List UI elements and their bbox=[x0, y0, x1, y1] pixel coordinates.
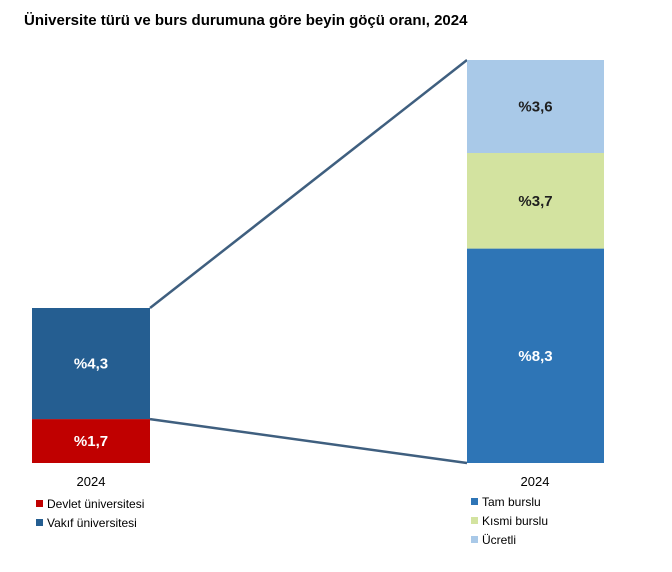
connector-bottom bbox=[149, 417, 468, 465]
left-legend: Devlet üniversitesi Vakıf üniversitesi bbox=[36, 497, 144, 530]
right-legend: Tam burslu Kısmi burslu Ücretli bbox=[471, 495, 548, 547]
connector-top bbox=[149, 59, 468, 309]
right-legend-swatch-2 bbox=[471, 536, 478, 543]
chart-title: Üniversite türü ve burs durumuna göre be… bbox=[24, 12, 468, 29]
left-data-label-0: %1,7 bbox=[74, 433, 108, 450]
left-legend-label-0: Devlet üniversitesi bbox=[47, 497, 144, 511]
right-segment-1 bbox=[467, 153, 604, 249]
right-stacked-bar: %8,3 %3,7 %3,6 bbox=[467, 60, 604, 463]
right-data-label-1: %3,7 bbox=[518, 193, 552, 210]
right-category-label: 2024 bbox=[521, 474, 550, 489]
left-legend-swatch-0 bbox=[36, 500, 43, 507]
right-legend-label-2: Ücretli bbox=[482, 533, 516, 547]
right-legend-swatch-0 bbox=[471, 498, 478, 505]
left-segment-1 bbox=[32, 308, 150, 420]
left-legend-label-1: Vakıf üniversitesi bbox=[47, 516, 137, 530]
left-legend-swatch-1 bbox=[36, 519, 43, 526]
right-data-label-0: %8,3 bbox=[518, 348, 552, 365]
right-legend-label-0: Tam burslu bbox=[482, 495, 541, 509]
right-legend-label-1: Kısmi burslu bbox=[482, 514, 548, 528]
right-data-label-2: %3,6 bbox=[518, 99, 552, 116]
right-legend-swatch-1 bbox=[471, 517, 478, 524]
left-category-label: 2024 bbox=[77, 474, 106, 489]
connector-lines bbox=[149, 59, 468, 465]
right-segment-0 bbox=[467, 248, 604, 463]
left-data-label-1: %4,3 bbox=[74, 356, 108, 373]
left-segment-0 bbox=[32, 419, 150, 463]
left-stacked-bar: %1,7 %4,3 bbox=[32, 308, 150, 463]
right-segment-2 bbox=[467, 60, 604, 153]
